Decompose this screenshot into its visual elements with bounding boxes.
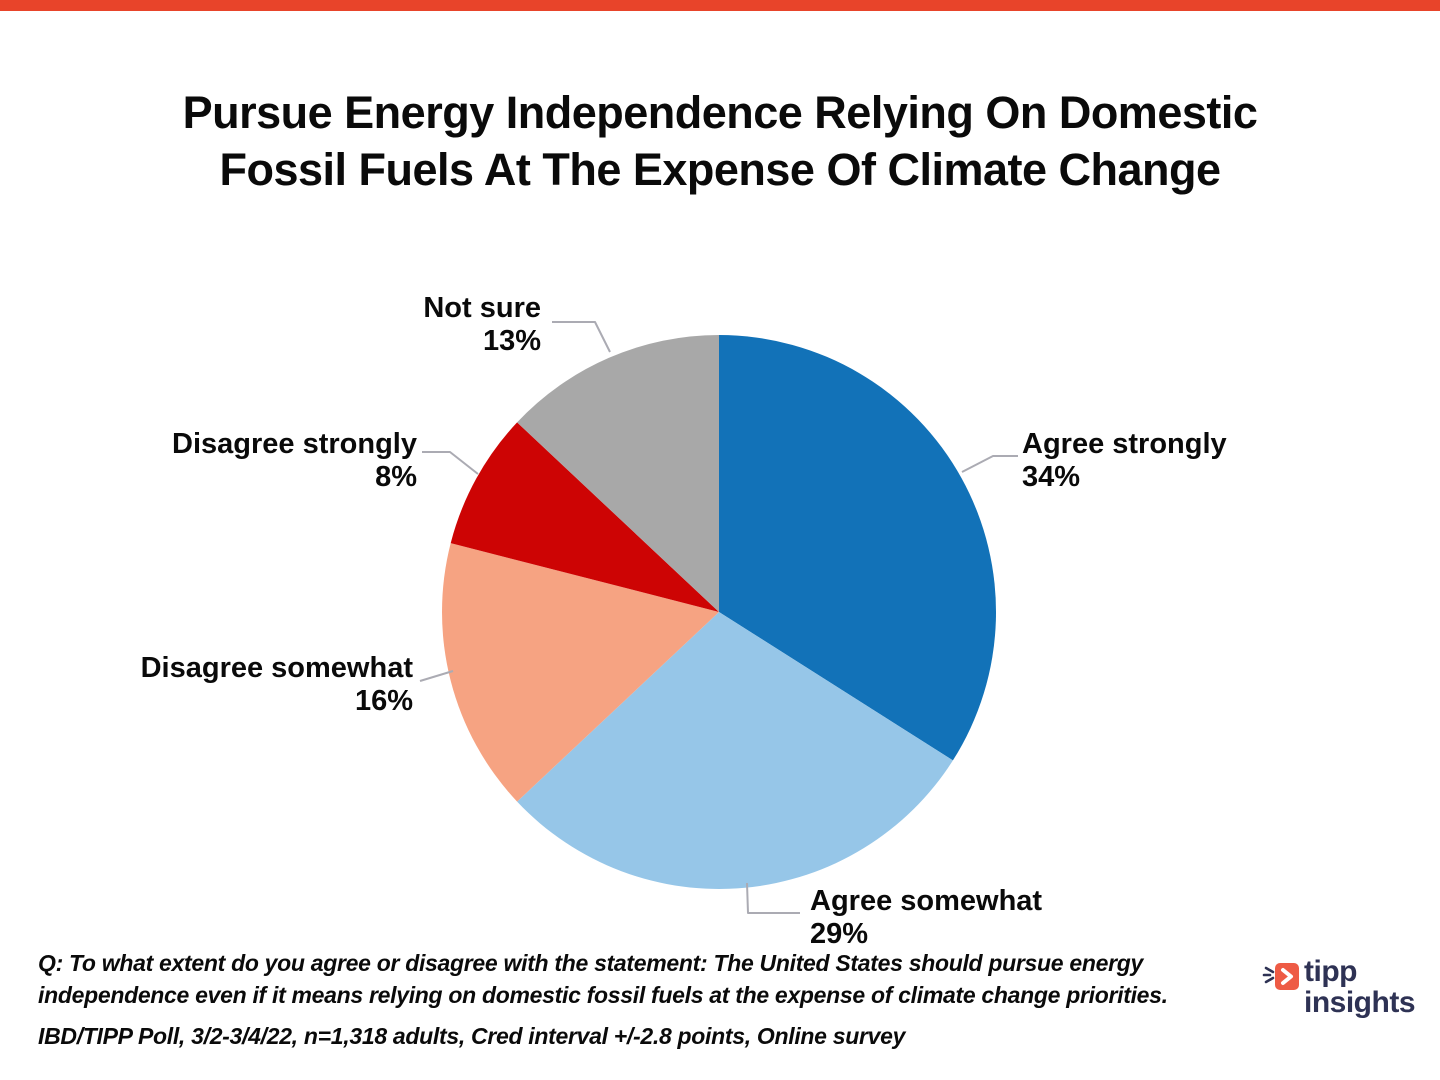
callout-agree-strongly-label: Agree strongly [1022, 428, 1227, 460]
tipp-insights-logo: tipp insights [1262, 955, 1416, 1019]
callout-agree-strongly-pct: 34% [1022, 461, 1081, 493]
pie-slice-disagree-strongly [450, 422, 719, 612]
leader-line-disagree-strongly [422, 451, 479, 475]
callout-not-sure-label: Not sure [423, 292, 541, 324]
callout-disagree-strongly: Disagree strongly 8% [172, 428, 417, 494]
logo-word-insights: insights [1304, 986, 1416, 1019]
pie-slice-agree-strongly [719, 335, 997, 761]
chart-title-line2: Fossil Fuels At The Expense Of Climate C… [219, 144, 1221, 195]
callout-disagree-somewhat-pct: 16% [354, 685, 413, 717]
leader-line-agree-somewhat [746, 882, 800, 914]
pie-slice-disagree-somewhat [442, 543, 719, 802]
footnote-poll-details: IBD/TIPP Poll, 3/2-3/4/22, n=1,318 adult… [38, 1023, 906, 1049]
footnote-question-line2: independence even if it means relying on… [38, 982, 1168, 1008]
callout-not-sure: Not sure 13% [423, 292, 541, 358]
chart-title-line1: Pursue Energy Independence Relying On Do… [182, 87, 1258, 138]
callout-agree-somewhat-label: Agree somewhat [810, 885, 1043, 917]
callout-not-sure-pct: 13% [482, 325, 541, 357]
callout-disagree-strongly-pct: 8% [375, 461, 417, 493]
pie-slice-not-sure [517, 335, 719, 612]
callout-agree-somewhat: Agree somewhat 29% [810, 885, 1042, 951]
callout-agree-strongly: Agree strongly 34% [1022, 428, 1227, 494]
logo-text: tipp insights [1304, 955, 1416, 1019]
leader-line-not-sure [552, 321, 611, 353]
leader-line-agree-strongly [961, 455, 1018, 473]
pie-slice-agree-somewhat [517, 612, 953, 889]
callout-disagree-strongly-label: Disagree strongly [172, 428, 417, 460]
footnote: Q: To what extent do you agree or disagr… [38, 950, 1238, 1049]
footnote-question-line1: Q: To what extent do you agree or disagr… [38, 950, 1143, 976]
tipp-arrow-icon [1262, 963, 1299, 990]
top-accent-bar [0, 0, 1440, 11]
callout-agree-somewhat-pct: 29% [810, 918, 869, 950]
callout-disagree-somewhat-label: Disagree somewhat [140, 652, 413, 684]
logo-word-tipp: tipp [1304, 955, 1357, 988]
callout-disagree-somewhat: Disagree somewhat 16% [141, 652, 413, 718]
leader-line-disagree-somewhat [419, 670, 454, 682]
chart-title: Pursue Energy Independence Relying On Do… [0, 84, 1440, 198]
